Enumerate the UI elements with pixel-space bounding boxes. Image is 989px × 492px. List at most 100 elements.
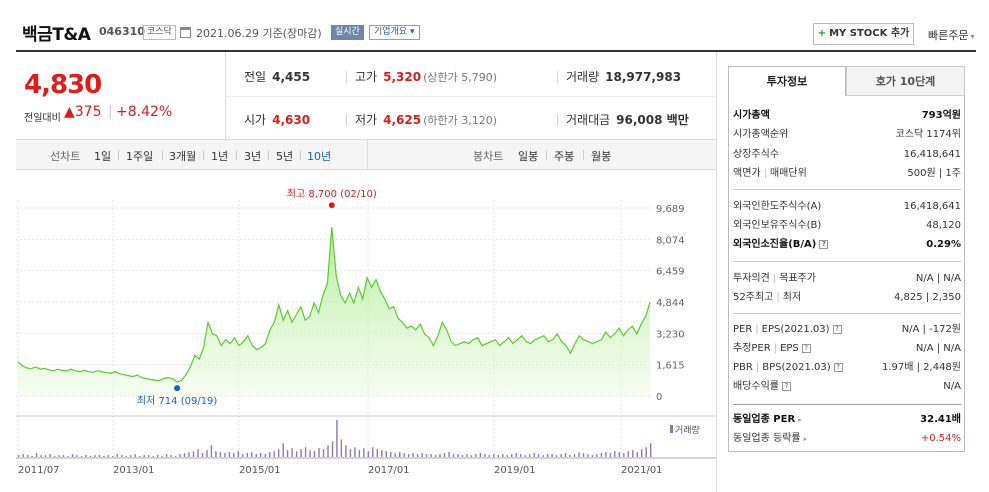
volume-bar: [340, 439, 343, 457]
volume-bar: [18, 455, 20, 457]
tab-divider: [118, 150, 119, 160]
volume-bar: [363, 448, 365, 457]
help-icon[interactable]: ?: [832, 324, 842, 334]
volume-bar: [134, 454, 136, 457]
help-icon[interactable]: ?: [782, 381, 791, 391]
reference-date: 2021.06.29 기준(장마감): [196, 27, 322, 40]
volume-bar: [609, 453, 612, 457]
x-tick-label: 2017/01: [368, 465, 410, 476]
info-rank: 시가총액순위 코스닥 1174위: [733, 129, 961, 140]
tab-candle-weekly[interactable]: 주봉: [554, 150, 575, 163]
tab-divider: [300, 150, 301, 160]
volume-bar: [416, 454, 419, 457]
volume-bar: [44, 455, 47, 457]
volume-bar: [529, 454, 531, 457]
tab-period-3m[interactable]: 3개월: [169, 150, 197, 163]
volume-bar: [215, 451, 217, 457]
volume-bar: [246, 453, 248, 457]
y-tick-label: 1,615: [656, 361, 685, 372]
info-est-per-eps: 추정PER | EPS? N/A | N/A: [733, 343, 961, 354]
x-tick-label: 2019/01: [494, 465, 536, 476]
add-mystock-button[interactable]: + MY STOCK 추가: [813, 23, 914, 45]
volume-bar: [251, 452, 253, 457]
volume-bar: [112, 456, 114, 457]
volume-bar: [578, 452, 580, 457]
y-tick-label: 9,689: [656, 204, 685, 215]
volume-bar: [632, 450, 634, 457]
info-pbr-bps: PBR | BPS(2021.03)? 1.97배 | 2,448원: [733, 362, 961, 373]
volume-bar: [206, 450, 208, 457]
low-annotation: 최저 714 (09/19): [137, 395, 218, 407]
change-divider: |: [108, 104, 113, 120]
help-icon[interactable]: ?: [819, 239, 829, 249]
tab-period-5y[interactable]: 5년: [276, 150, 294, 163]
volume-bar: [479, 453, 482, 457]
volume-legend: 거래량: [675, 424, 700, 436]
tab-divider: [236, 150, 237, 160]
volume-bar: [381, 450, 383, 457]
volume-bar: [148, 455, 150, 457]
caret-right-icon[interactable]: ▸: [803, 435, 808, 443]
tab-period-1y[interactable]: 1년: [211, 150, 229, 163]
volume-bar: [385, 451, 387, 457]
info-divider: [733, 189, 961, 190]
volume-bar: [143, 455, 145, 457]
volume-bar: [461, 455, 464, 457]
volume-bar: [591, 455, 594, 457]
stat-divider: [346, 71, 347, 83]
quick-order-button[interactable]: 빠른주문: [928, 27, 975, 43]
tab-bar-divider: [367, 140, 368, 170]
volume-bar: [22, 454, 24, 457]
stock-header: 백금T&A 046310 코스닥 2021.06.29 기준(장마감) 실시간 …: [0, 0, 989, 48]
x-tick-label: 2013/01: [113, 465, 155, 476]
help-icon[interactable]: ?: [833, 362, 843, 372]
tab-invest-info[interactable]: 투자정보: [728, 66, 846, 96]
info-opinion-target: 투자의견 | 목표주가 N/A | N/A: [733, 273, 961, 284]
x-tick-label: 2021/01: [621, 465, 663, 476]
volume-bar: [484, 454, 486, 457]
current-price: 4,830: [24, 70, 102, 100]
volume-bar: [192, 451, 195, 457]
tab-candle-daily[interactable]: 일봉: [518, 150, 539, 163]
volume-bar: [475, 454, 477, 457]
info-shares: 상장주식수 16,418,641: [733, 149, 961, 160]
plus-icon: +: [817, 28, 827, 39]
tab-divider: [268, 150, 269, 160]
stock-name: 백금T&A: [22, 25, 91, 45]
x-tick-label: 2011/07: [18, 465, 60, 476]
tab-period-3y[interactable]: 3년: [244, 150, 262, 163]
volume-bar: [448, 452, 450, 457]
volume-bar: [67, 456, 69, 457]
tab-candle-monthly[interactable]: 월봉: [591, 150, 612, 163]
volume-bar: [623, 453, 625, 457]
volume-bar: [421, 453, 423, 457]
market-badge: 코스닥: [143, 25, 176, 40]
volume-bar: [130, 455, 132, 457]
tab-period-1w[interactable]: 1주일: [126, 150, 154, 163]
company-overview-button[interactable]: 기업개요 ▾: [369, 25, 420, 40]
stat-prev-close: 전일 4,455: [244, 70, 311, 84]
invest-info-panel: [728, 96, 965, 452]
tab-period-1d[interactable]: 1일: [94, 150, 112, 163]
realtime-button[interactable]: 실시간: [331, 25, 364, 40]
info-divider: [733, 261, 961, 262]
caret-right-icon[interactable]: ▸: [798, 416, 802, 424]
volume-bar: [255, 454, 257, 457]
info-foreign-ratio: 외국인소진율(B/A)? 0.29%: [733, 239, 961, 250]
volume-bar: [605, 452, 607, 457]
volume-bars: [18, 420, 652, 457]
tab-period-10y[interactable]: 10년: [307, 150, 332, 163]
tab-order-book[interactable]: 호가 10단계: [846, 66, 965, 96]
volume-bar: [278, 449, 280, 457]
volume-bar: [452, 454, 455, 457]
volume-bar: [318, 448, 320, 457]
volume-bar: [372, 447, 374, 457]
volume-bar: [116, 454, 118, 457]
volume-bar: [560, 454, 562, 457]
volume-bar: [80, 456, 83, 457]
help-icon[interactable]: ?: [801, 343, 811, 353]
price-line: [17, 227, 651, 383]
volume-bar: [569, 455, 571, 457]
volume-bar: [408, 454, 410, 457]
